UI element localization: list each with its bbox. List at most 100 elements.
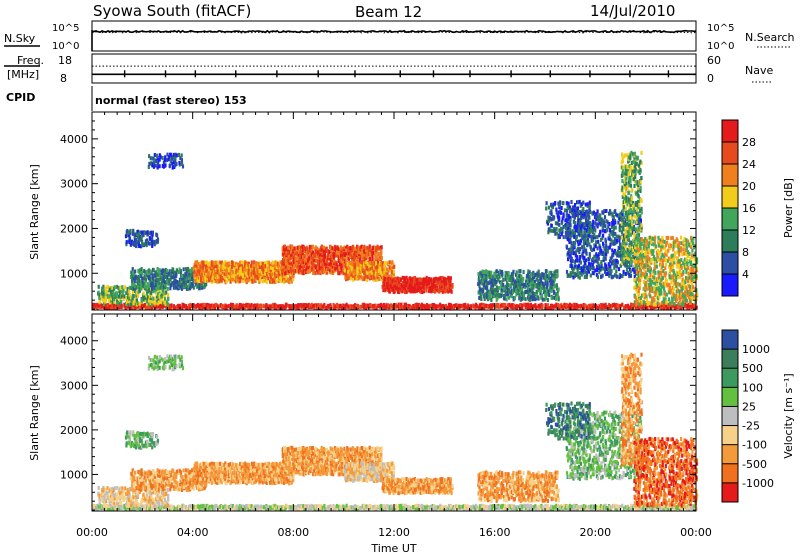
power-cell bbox=[590, 274, 592, 278]
power-cell bbox=[508, 271, 510, 275]
power-cell bbox=[566, 245, 568, 249]
power-cell bbox=[589, 252, 591, 256]
power-cell bbox=[371, 255, 373, 259]
power-cell bbox=[145, 277, 147, 281]
power-cell bbox=[376, 265, 378, 269]
power-cell bbox=[579, 255, 581, 259]
power-cell bbox=[158, 286, 160, 290]
power-cell bbox=[363, 245, 365, 249]
power-cell bbox=[369, 261, 371, 265]
power-cell bbox=[263, 304, 265, 308]
power-cell bbox=[594, 226, 596, 230]
power-cell bbox=[610, 238, 612, 242]
power-cell bbox=[287, 246, 289, 250]
power-cell bbox=[393, 270, 395, 274]
power-cell bbox=[393, 265, 395, 269]
power-cell bbox=[258, 304, 260, 308]
power-cell bbox=[123, 289, 125, 293]
power-cell bbox=[143, 292, 145, 296]
power-cell bbox=[645, 251, 647, 255]
power-cell bbox=[381, 245, 383, 249]
power-cell bbox=[629, 176, 631, 180]
power-cell bbox=[579, 276, 581, 280]
power-cell bbox=[580, 304, 582, 308]
power-cell bbox=[490, 271, 492, 275]
power-cell bbox=[635, 295, 637, 299]
power-cell bbox=[654, 271, 656, 275]
power-cell bbox=[151, 274, 153, 278]
power-cell bbox=[662, 276, 664, 280]
power-cell bbox=[217, 261, 219, 265]
power-cell bbox=[633, 220, 635, 224]
power-cell bbox=[639, 160, 641, 164]
power-cell bbox=[616, 239, 618, 243]
power-cell bbox=[496, 303, 498, 307]
power-cell bbox=[640, 207, 642, 211]
power-cell bbox=[482, 303, 484, 307]
power-cell bbox=[640, 198, 642, 202]
power-cell bbox=[634, 210, 636, 214]
power-cell bbox=[232, 270, 234, 274]
power-cell bbox=[638, 203, 640, 207]
power-cell bbox=[389, 260, 391, 264]
power-cell bbox=[369, 244, 371, 248]
power-cell bbox=[577, 304, 579, 308]
power-cell bbox=[547, 298, 549, 302]
power-cell bbox=[507, 303, 509, 307]
power-cell bbox=[501, 270, 503, 274]
power-cell bbox=[156, 277, 158, 281]
power-cell bbox=[649, 294, 651, 298]
power-cell bbox=[597, 275, 599, 279]
power-cell bbox=[630, 151, 632, 155]
power-cell bbox=[114, 285, 116, 289]
power-cell bbox=[657, 236, 659, 240]
power-cell bbox=[159, 268, 161, 272]
freq-panel: Freq. [MHz] 18 8 60 0 Nave bbox=[4, 54, 773, 85]
power-cell bbox=[653, 298, 655, 302]
power-cell bbox=[141, 277, 143, 281]
power-cell bbox=[542, 304, 544, 308]
power-cell bbox=[321, 245, 323, 249]
power-cell bbox=[629, 252, 631, 256]
power-cell bbox=[167, 302, 169, 306]
power-cell bbox=[657, 249, 659, 253]
power-cell bbox=[291, 245, 293, 249]
power-cell bbox=[627, 248, 629, 252]
power-cell bbox=[502, 283, 504, 287]
power-cell bbox=[391, 260, 393, 264]
power-cell bbox=[605, 244, 607, 248]
cpid-panel: CPID normal (fast stereo) 153 bbox=[6, 86, 247, 111]
power-cell bbox=[537, 295, 539, 299]
power-cell bbox=[645, 293, 647, 297]
power-cell bbox=[566, 270, 568, 274]
power-cell bbox=[271, 272, 273, 276]
power-cell bbox=[485, 282, 487, 286]
power-cell bbox=[555, 292, 557, 296]
power-cell bbox=[630, 269, 632, 273]
power-cell bbox=[609, 304, 611, 308]
power-cell bbox=[638, 248, 640, 252]
power-cell bbox=[605, 305, 607, 309]
power-cell bbox=[572, 259, 574, 263]
power-cell bbox=[426, 276, 428, 280]
power-cell bbox=[595, 240, 597, 244]
power-cell bbox=[130, 295, 132, 299]
power-cell bbox=[622, 165, 624, 169]
power-cell bbox=[385, 261, 387, 265]
power-cell bbox=[450, 276, 452, 280]
noise-panel: N.Sky 10^5 10^0 10^5 10^0 N.Search bbox=[4, 21, 795, 52]
power-cell bbox=[616, 259, 618, 263]
power-cell bbox=[520, 274, 522, 278]
freq-frame bbox=[92, 54, 696, 83]
power-cell bbox=[649, 236, 651, 240]
power-cell bbox=[293, 246, 295, 250]
power-cell bbox=[98, 285, 100, 289]
power-cell bbox=[640, 176, 642, 180]
power-cell bbox=[536, 290, 538, 294]
power-cell bbox=[625, 181, 627, 185]
power-cell bbox=[375, 261, 377, 265]
power-cell bbox=[634, 152, 636, 156]
power-cell bbox=[584, 275, 586, 279]
